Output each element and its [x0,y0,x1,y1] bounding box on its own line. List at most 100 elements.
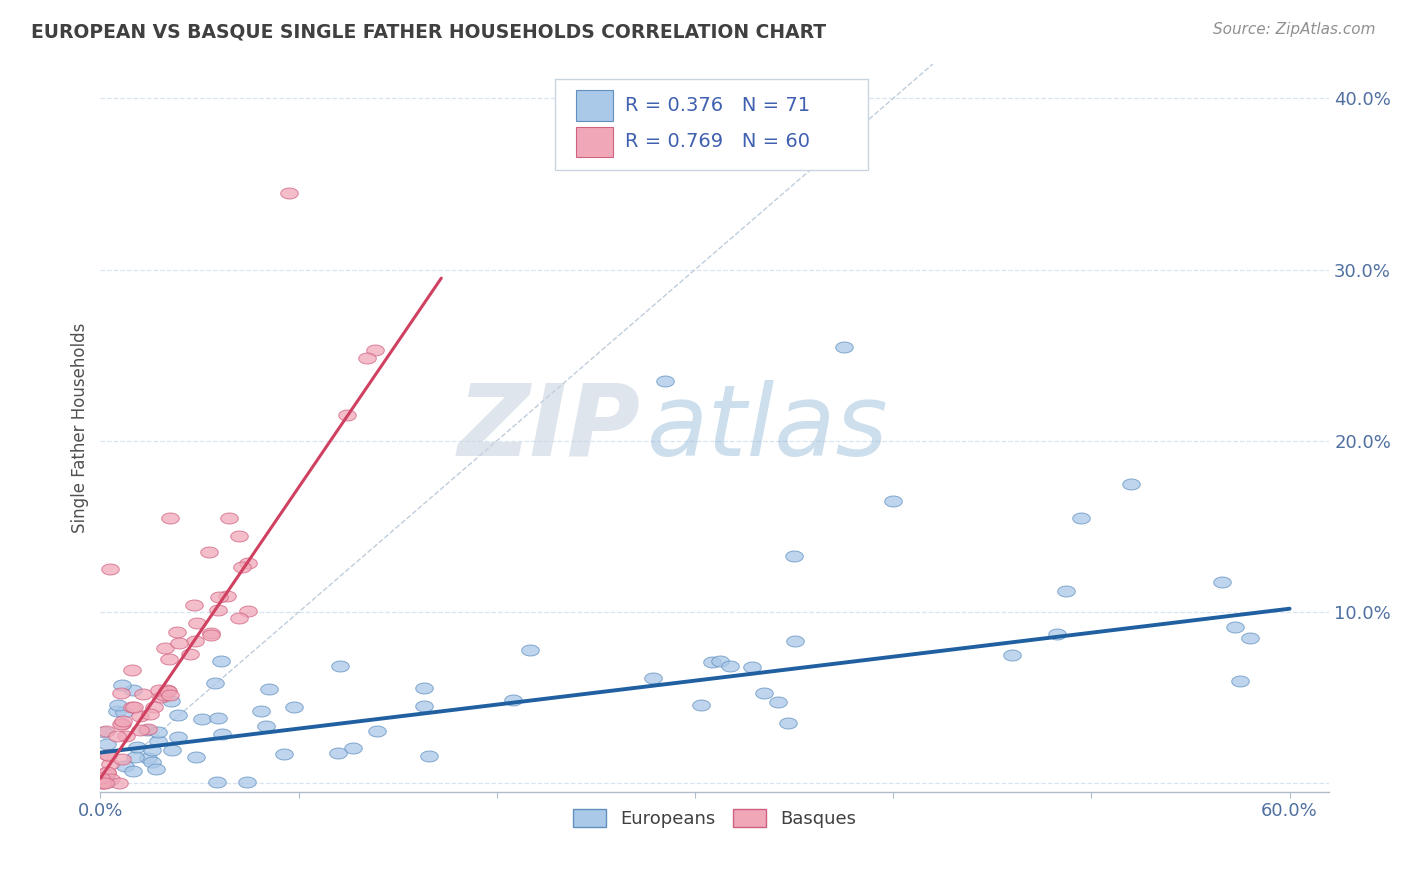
Point [283,700,305,714]
Point [413,698,436,713]
Point [111,678,134,692]
Point [412,681,434,695]
Point [191,712,214,726]
Point [752,686,775,700]
Point [122,700,145,714]
Point [96,765,118,780]
Point [1211,574,1233,589]
Point [112,705,135,719]
Point [150,690,173,704]
Text: Source: ZipAtlas.com: Source: ZipAtlas.com [1212,22,1375,37]
Point [1001,648,1024,663]
Point [100,772,122,787]
Point [250,704,273,718]
Text: EUROPEAN VS BASQUE SINGLE FATHER HOUSEHOLDS CORRELATION CHART: EUROPEAN VS BASQUE SINGLE FATHER HOUSEHO… [31,22,827,41]
Point [96,774,118,789]
Point [148,682,170,697]
Point [204,676,226,690]
Point [166,730,188,744]
Point [111,717,134,731]
Point [132,687,155,701]
Point [96,772,118,787]
Point [418,749,440,764]
Point [1229,673,1251,688]
Point [1046,626,1069,640]
Point [768,695,790,709]
Point [215,590,238,604]
Point [654,374,676,388]
FancyBboxPatch shape [576,127,613,157]
Point [228,610,250,624]
Point [179,647,201,661]
Point [96,723,118,738]
Point [211,654,233,668]
Point [228,529,250,543]
Point [186,615,208,630]
Point [96,737,118,751]
Point [159,688,181,702]
Point [741,660,763,674]
Point [96,764,118,779]
Legend: Europeans, Basques: Europeans, Basques [567,802,863,835]
Point [364,343,387,358]
Point [157,652,180,666]
Point [148,725,170,739]
Point [336,409,359,423]
Point [366,723,388,738]
Point [236,604,259,618]
Point [97,748,120,763]
Point [1070,511,1092,525]
Point [114,729,136,743]
Point [1239,631,1261,645]
Text: R = 0.376   N = 71: R = 0.376 N = 71 [626,96,810,115]
Point [127,740,149,755]
Point [166,708,188,723]
Point [200,625,222,640]
Point [718,658,741,673]
Point [702,655,724,669]
Point [198,545,221,559]
Point [153,688,176,702]
Point [153,640,176,655]
Point [107,775,129,789]
Point [114,759,136,773]
Point [200,628,222,642]
Point [643,671,665,685]
Point [110,717,132,731]
Point [157,684,180,698]
Point [141,743,163,757]
Point [519,643,541,657]
Point [105,730,128,744]
Point [329,659,352,673]
Point [135,723,157,738]
Point [709,654,731,668]
Point [184,633,207,648]
Point [502,693,524,707]
Point [783,634,806,648]
Point [184,750,207,764]
Point [148,734,170,748]
Text: ZIP: ZIP [458,379,641,476]
Point [90,775,112,789]
Point [121,700,143,714]
Point [145,763,167,777]
Point [93,775,115,789]
Point [136,723,159,737]
Point [159,511,181,525]
Point [111,714,134,728]
Point [236,774,259,789]
Text: R = 0.769   N = 60: R = 0.769 N = 60 [626,132,810,152]
FancyBboxPatch shape [555,78,869,169]
Point [342,741,364,756]
Point [882,493,904,508]
Point [124,750,146,764]
Point [257,681,280,696]
Point [160,694,183,708]
Point [832,340,855,354]
Point [238,556,260,570]
Point [1119,476,1142,491]
Point [160,743,183,757]
Y-axis label: Single Father Households: Single Father Households [72,323,89,533]
Point [776,715,799,730]
Point [142,699,165,714]
